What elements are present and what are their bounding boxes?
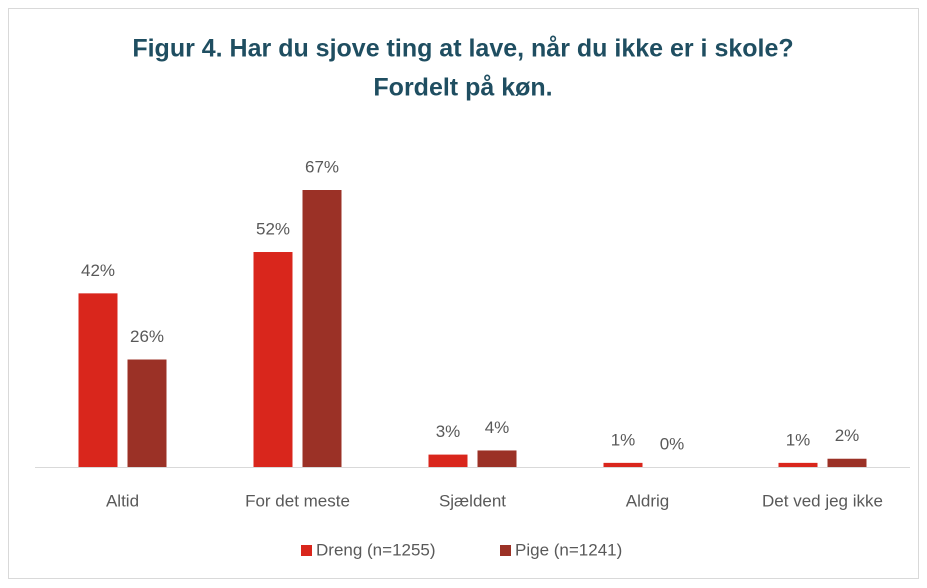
bar	[428, 454, 468, 467]
bar	[477, 450, 517, 467]
chart-title: Fordelt på køn.	[373, 74, 552, 102]
bar	[127, 359, 167, 467]
bar	[827, 458, 867, 467]
x-tick-label: Sjældent	[439, 491, 506, 510]
bar	[78, 293, 118, 467]
chart-title: Figur 4. Har du sjove ting at lave, når …	[132, 35, 793, 63]
x-tick-label: Altid	[106, 491, 139, 510]
bar	[302, 190, 342, 467]
data-label: 1%	[611, 430, 636, 449]
x-tick-label: Det ved jeg ikke	[762, 491, 883, 510]
bar	[603, 462, 643, 467]
data-label: 42%	[81, 261, 115, 280]
data-label: 4%	[485, 418, 510, 437]
data-label: 52%	[256, 219, 290, 238]
legend-label: Pige (n=1241)	[515, 540, 622, 559]
data-label: 2%	[835, 426, 860, 445]
x-tick-label: Aldrig	[626, 491, 669, 510]
chart-border	[8, 8, 919, 579]
data-label: 26%	[130, 327, 164, 346]
data-label: 67%	[305, 157, 339, 176]
bar	[778, 462, 818, 467]
legend-swatch	[301, 545, 312, 556]
data-label: 0%	[660, 434, 685, 453]
data-label: 1%	[786, 430, 811, 449]
data-label: 3%	[436, 422, 461, 441]
legend-label: Dreng (n=1255)	[316, 540, 436, 559]
bar	[253, 252, 293, 467]
legend-swatch	[500, 545, 511, 556]
x-tick-label: For det meste	[245, 491, 350, 510]
